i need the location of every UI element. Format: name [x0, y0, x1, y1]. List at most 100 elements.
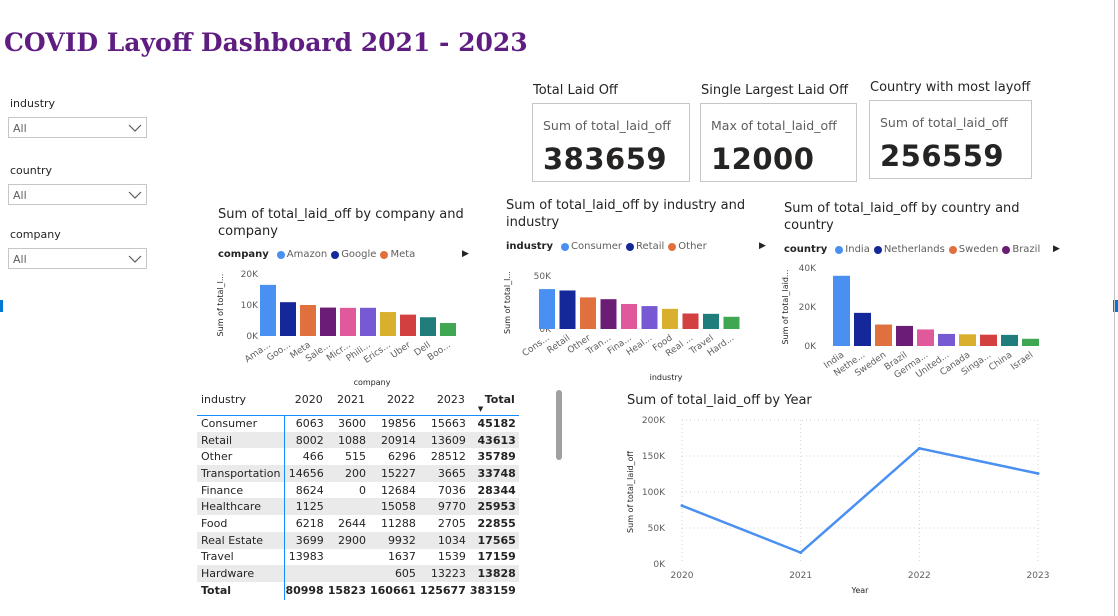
card-max-subtitle: Max of total_laid_off — [711, 118, 837, 133]
card-total-value: 383659 — [543, 142, 668, 176]
table-row[interactable]: Healthcare 1125 15058 9770 25953 — [197, 498, 519, 516]
legend-title: company — [218, 249, 269, 260]
page-border — [1114, 0, 1115, 616]
matrix-cell: 22855 — [477, 516, 516, 530]
table-row[interactable]: Travel 13983 1637 1539 17159 — [197, 548, 519, 566]
legend-item[interactable]: Sweden — [958, 244, 999, 255]
legend-next-arrow-icon[interactable]: ▶ — [1053, 244, 1060, 254]
legend-item[interactable]: Meta — [390, 249, 416, 260]
industry-year-matrix[interactable]: industry 2020 2021 2022 2023 Total ▼ Cons… — [197, 385, 519, 605]
card-country-most-layoff[interactable]: Sum of total_laid_off 256559 — [869, 100, 1032, 179]
y-tick-label: 0K — [539, 325, 552, 335]
legend-item[interactable]: Brazil — [1012, 244, 1041, 255]
bar — [559, 290, 576, 329]
x-tick-label: China — [987, 350, 1014, 373]
card-single-largest[interactable]: Max of total_laid_off 12000 — [700, 103, 857, 182]
bar — [400, 314, 416, 336]
matrix-header[interactable]: 2020 — [294, 393, 323, 407]
resize-handle[interactable] — [1113, 300, 1118, 312]
table-row[interactable]: Retail 8002 1088 20914 13609 43613 — [197, 431, 519, 449]
legend-dot — [276, 250, 285, 259]
y-tick-label: 0K — [804, 342, 817, 352]
x-axis-label: Year — [851, 586, 870, 595]
bar — [260, 284, 276, 336]
table-row[interactable]: Hardware 605 13223 13828 — [197, 565, 519, 582]
y-tick-label: 40K — [799, 264, 817, 274]
slicer-company-dropdown[interactable]: All — [8, 248, 147, 269]
matrix-cell: 3600 — [338, 417, 366, 431]
bar — [280, 302, 296, 336]
legend-item[interactable]: India — [845, 244, 870, 255]
company-chart-title: Sum of total_laid_off by company and com… — [218, 207, 464, 239]
y-tick-label: 150K — [642, 452, 666, 462]
x-tick-label: 2022 — [908, 571, 931, 581]
matrix-cell: Other — [197, 448, 286, 466]
slicer-country-dropdown[interactable]: All — [8, 184, 147, 205]
bar — [600, 299, 617, 329]
legend-item[interactable]: Amazon — [286, 249, 328, 260]
matrix-cell: 200 — [327, 465, 370, 482]
table-row[interactable]: Other 466 515 6296 28512 35789 — [197, 448, 519, 466]
slicer-industry-dropdown[interactable]: All — [8, 117, 147, 138]
bar — [875, 324, 892, 346]
matrix-cell: 2644 — [338, 516, 366, 530]
legend-item[interactable]: Netherlands — [883, 244, 945, 255]
legend-item[interactable]: Google — [341, 249, 377, 260]
card-total-title: Total Laid Off — [533, 83, 618, 98]
table-row[interactable]: Food 6218 2644 11288 2705 22855 — [197, 515, 519, 532]
matrix-cell — [327, 498, 370, 516]
y-axis-label: Sum of total_laid... — [781, 269, 790, 344]
matrix-cell: 17159 — [477, 550, 516, 564]
matrix-scrollbar[interactable] — [556, 390, 562, 460]
y-tick-label: 20K — [799, 303, 817, 313]
table-row[interactable]: Finance 8624 0 12684 7036 28344 — [197, 481, 519, 499]
card-total-laid-off[interactable]: Sum of total_laid_off 383659 — [532, 103, 690, 182]
matrix-header-total[interactable]: Total ▼ — [477, 393, 515, 413]
year-line-chart[interactable]: 200K 150K 100K 50K 0K Sum of total_laid_off 20… — [620, 410, 1060, 600]
dashboard-title: COVID Layoff Dashboard 2021 - 2023 — [4, 28, 528, 57]
y-axis-label: Sum of total_laid_off — [626, 451, 635, 533]
resize-handle[interactable] — [0, 300, 3, 312]
legend-item[interactable]: Other — [678, 241, 707, 252]
matrix-header[interactable]: 2021 — [337, 393, 365, 407]
matrix-cell: 28512 — [430, 450, 466, 464]
table-row[interactable]: Transportation 14656 200 15227 3665 33748 — [197, 465, 519, 482]
matrix-cell: 20914 — [370, 431, 420, 449]
matrix-cell: Real Estate — [197, 531, 286, 549]
legend-dot — [835, 245, 844, 254]
matrix-cell: 1088 — [327, 431, 370, 449]
matrix-cell: 17565 — [469, 531, 519, 549]
legend-item[interactable]: Consumer — [571, 241, 623, 252]
matrix-cell: 80998 — [285, 584, 324, 598]
slicer-industry-label: industry — [10, 97, 56, 110]
legend-next-arrow-icon[interactable]: ▶ — [462, 249, 469, 259]
bar — [420, 317, 436, 336]
legend-item[interactable]: Retail — [636, 241, 665, 252]
matrix-cell: 1034 — [419, 531, 470, 549]
matrix-header[interactable]: industry — [201, 393, 247, 407]
matrix-cell: 8002 — [284, 431, 328, 449]
matrix-header[interactable]: 2023 — [436, 393, 465, 407]
bar — [360, 307, 376, 336]
matrix-cell: 13828 — [469, 565, 519, 582]
bar — [682, 313, 699, 329]
matrix-cell: 6296 — [387, 450, 416, 464]
x-tick-label: Israel — [1009, 350, 1035, 372]
x-axis-label: industry — [650, 373, 683, 382]
table-row[interactable]: Consumer 6063 3600 19856 15663 45182 — [197, 415, 519, 432]
chevron-down-icon — [128, 124, 142, 132]
table-row[interactable]: Real Estate 3699 2900 9932 1034 17565 — [197, 531, 519, 549]
x-tick-label: 2023 — [1027, 571, 1050, 581]
slicer-company-label: company — [10, 228, 61, 241]
y-tick-label: 50K — [648, 524, 666, 534]
legend-next-arrow-icon[interactable]: ▶ — [759, 241, 766, 251]
matrix-cell: 8624 — [295, 483, 324, 497]
matrix-cell: 6063 — [295, 417, 324, 431]
matrix-cell: 605 — [370, 565, 420, 582]
matrix-header[interactable]: 2022 — [386, 393, 415, 407]
card-country-title: Country with most layoff — [870, 80, 1031, 95]
matrix-cell: 7036 — [437, 483, 466, 497]
